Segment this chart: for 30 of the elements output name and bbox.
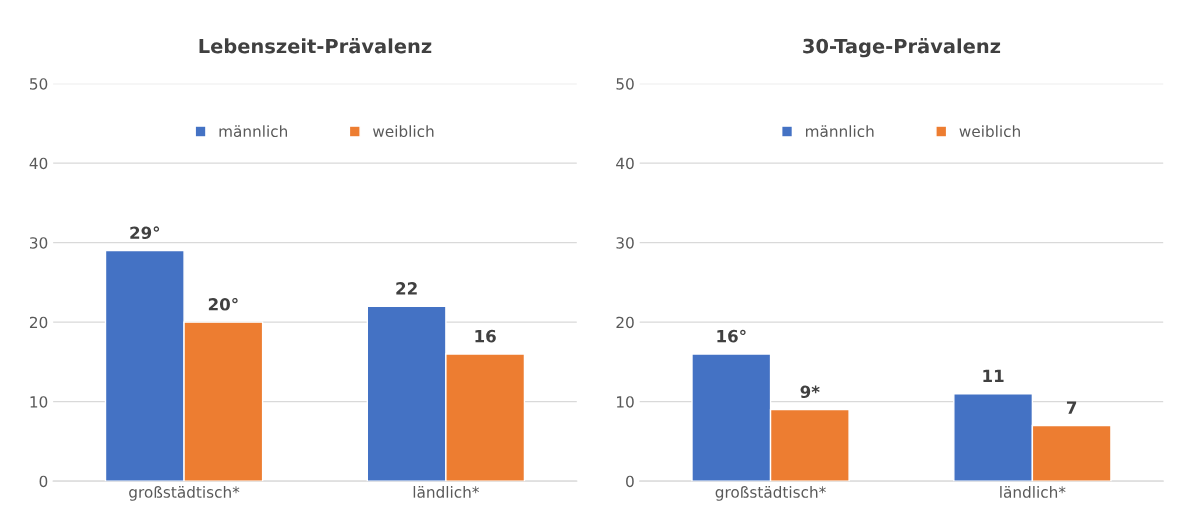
data-label: 16°: [717, 329, 746, 343]
x-tick-label: großstädtisch*: [129, 486, 240, 501]
data-label: 16: [475, 329, 496, 343]
x-tick-label: ländlich*: [1000, 486, 1066, 498]
x-tick-label: großstädtisch*: [715, 486, 826, 501]
data-label: 20°: [208, 297, 238, 311]
y-tick-label: 10: [30, 396, 48, 408]
y-tick-label: 10: [617, 396, 634, 408]
y-tick-label: 0: [39, 475, 48, 488]
data-label: 29°: [130, 226, 160, 240]
y-tick-label: 30: [30, 237, 48, 249]
legend-label: männlich: [806, 125, 874, 138]
y-tick-label: 0: [626, 475, 634, 488]
y-tick-label: 50: [30, 78, 48, 90]
chart-title: Lebenszeit-Prävalenz: [199, 38, 432, 54]
x-tick-label: ländlich*: [413, 486, 480, 498]
data-label: 9*: [800, 385, 820, 399]
y-tick-label: 40: [616, 157, 634, 170]
legend-label: weiblich: [959, 125, 1020, 138]
data-label: 11: [983, 369, 1004, 382]
y-tick-label: 20: [29, 316, 48, 329]
data-label: 22: [396, 282, 417, 295]
legend-label: männlich: [219, 125, 288, 138]
data-label: 7: [1066, 401, 1077, 414]
y-tick-label: 30: [616, 237, 634, 249]
chart-title: 30-Tage-Prävalenz: [803, 38, 1001, 58]
y-tick-label: 50: [616, 78, 634, 90]
legend-label: weiblich: [372, 125, 434, 138]
y-tick-label: 40: [29, 157, 48, 170]
y-tick-label: 20: [616, 316, 634, 329]
